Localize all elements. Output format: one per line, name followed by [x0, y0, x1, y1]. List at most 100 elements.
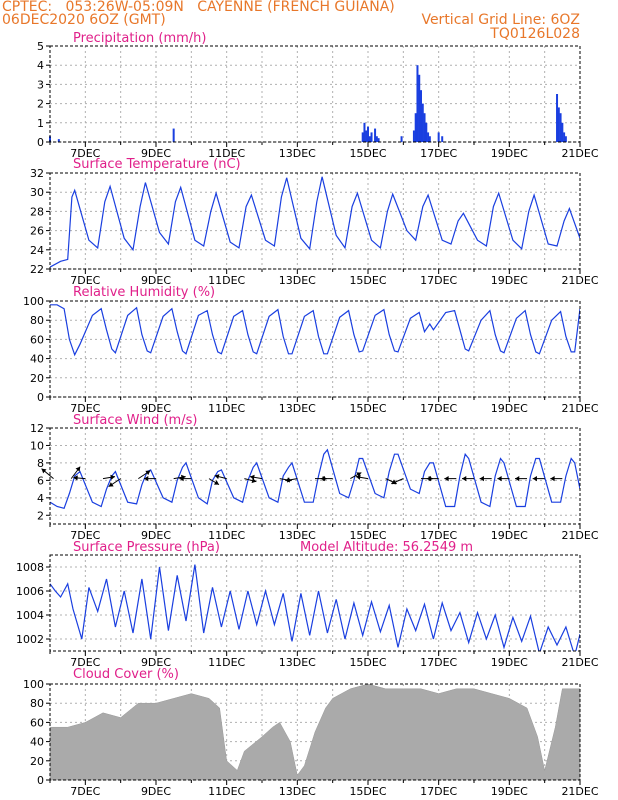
precip-bar [423, 113, 426, 142]
wind-xtick-label: 17DEC [420, 529, 457, 542]
cloud-ytick-label: 80 [30, 697, 44, 710]
wind-panel: Surface Wind (m/s) 2 4 6 8 10 12 7DEC 9DEC 11DEC 1… [30, 413, 599, 542]
humidity-xtick-label: 21DEC [561, 402, 598, 415]
precip-panel: Precipitation (mm/h) 0 1 2 3 4 5 7DEC 9DEC 11DEC 1… [37, 31, 599, 160]
wind-vector-head [426, 476, 431, 482]
precip-xtick-label: 11DEC [208, 147, 245, 160]
precip-bar [370, 132, 373, 142]
cloud-xtick-label: 21DEC [561, 785, 598, 798]
wind-vector-head [479, 476, 484, 482]
precip-ytick-label: 5 [37, 40, 44, 53]
cloud-xtick-label: 9DEC [141, 785, 171, 798]
wind-xtick-label: 15DEC [349, 529, 386, 542]
temp-ytick-label: 24 [30, 244, 44, 257]
precip-bar [400, 136, 403, 142]
wind-vector-head [73, 475, 78, 481]
wind-xtick-label: 21DEC [561, 529, 598, 542]
humidity-xtick-label: 17DEC [420, 402, 457, 415]
precip-xtick-label: 19DEC [491, 147, 528, 160]
cloud-ytick-label: 20 [30, 755, 44, 768]
cloud-panel: Cloud Cover (%) 0 20 40 60 80 100 7DEC 9DEC 11DEC… [23, 667, 599, 798]
precip-title: Precipitation (mm/h) [73, 31, 206, 46]
wind-vector-head [497, 476, 502, 482]
precip-xtick-label: 13DEC [279, 147, 316, 160]
humidity-ytick-label: 20 [30, 372, 44, 385]
precip-ytick-label: 1 [37, 117, 44, 130]
cloud-frame [49, 683, 581, 781]
cloud-xtick-label: 11DEC [208, 785, 245, 798]
temp-ytick-label: 22 [30, 263, 44, 276]
wind-xtick-label: 13DEC [279, 529, 316, 542]
wind-vector-head [250, 474, 255, 480]
precip-bar [420, 90, 422, 142]
pressure-panel: Surface Pressure (hPa) Model Altitude: 56… [16, 540, 599, 669]
humidity-panel: Relative Humidity (%) 0 20 40 60 80 100 7DEC 9DE… [23, 285, 599, 415]
temp-ytick-label: 32 [30, 167, 44, 180]
temp-xtick-label: 9DEC [141, 274, 171, 287]
header-station: CPTEC: 053:26W-05:09N CAYENNE (FRENCH GU… [2, 0, 395, 15]
wind-vector-head [251, 478, 257, 484]
temp-xtick-label: 11DEC [208, 274, 245, 287]
wind-vector-head [110, 474, 115, 480]
cloud-xtick-label: 15DEC [349, 785, 386, 798]
precip-bar [437, 132, 440, 142]
wind-title: Surface Wind (m/s) [73, 413, 197, 428]
cloud-ytick-label: 40 [30, 736, 44, 749]
pressure-xtick-label: 17DEC [420, 656, 457, 669]
cloud-xtick-label: 13DEC [279, 785, 316, 798]
precip-xtick-label: 21DEC [561, 147, 598, 160]
wind-vector-head [391, 479, 397, 485]
wind-vector-head [41, 468, 47, 474]
wind-vector-head [444, 476, 449, 482]
precip-bar [557, 107, 560, 142]
precip-bar [416, 65, 419, 142]
precip-xtick-label: 15DEC [349, 147, 386, 160]
precip-bar [412, 130, 415, 142]
temp-xtick-label: 13DEC [279, 274, 316, 287]
humidity-ytick-label: 0 [37, 391, 44, 404]
precip-bar [418, 74, 421, 142]
cloud-ytick-label: 100 [23, 678, 44, 691]
wind-ytick-label: 8 [37, 457, 44, 470]
wind-ytick-label: 2 [37, 509, 44, 522]
precip-bar [377, 138, 380, 142]
header-run-time: 06DEC2020 6OZ (GMT) [2, 12, 166, 28]
wind-vector-head [108, 482, 114, 487]
wind-vector-head [214, 474, 220, 480]
temp-xtick-label: 21DEC [561, 274, 598, 287]
precip-bar [374, 128, 377, 142]
precip-xtick-label: 9DEC [141, 147, 171, 160]
wind-vector-head [144, 476, 149, 482]
humidity-ytick-label: 80 [30, 314, 44, 327]
precip-bar [363, 122, 366, 142]
precip-bar [368, 136, 371, 142]
cloud-ytick-label: 0 [37, 774, 44, 787]
temp-ytick-label: 26 [30, 225, 44, 238]
pressure-xtick-label: 15DEC [349, 656, 386, 669]
pressure-ytick-label: 1008 [16, 561, 44, 574]
pressure-xtick-label: 19DEC [491, 656, 528, 669]
wind-vector-head [320, 476, 325, 482]
humidity-xtick-label: 11DEC [208, 402, 245, 415]
temp-xtick-label: 19DEC [491, 274, 528, 287]
pressure-xtick-label: 21DEC [561, 656, 598, 669]
humidity-xtick-label: 15DEC [349, 402, 386, 415]
precip-bar [563, 132, 566, 142]
precip-bar [172, 128, 175, 142]
cloud-ytick-label: 60 [30, 716, 44, 729]
temp-frame [49, 172, 581, 270]
precip-bar [421, 103, 424, 142]
precip-bar [559, 113, 562, 142]
cloud-xtick-label: 19DEC [491, 785, 528, 798]
humidity-xtick-label: 7DEC [70, 402, 100, 415]
precip-bar [425, 122, 428, 142]
precip-xtick-label: 17DEC [420, 147, 457, 160]
pressure-xtick-label: 7DEC [70, 656, 100, 669]
wind-xtick-label: 7DEC [70, 529, 100, 542]
cloud-area [49, 683, 581, 781]
wind-vector-head [75, 466, 81, 472]
humidity-xtick-label: 13DEC [279, 402, 316, 415]
wind-ytick-label: 4 [37, 492, 44, 505]
humidity-ytick-label: 60 [30, 333, 44, 346]
